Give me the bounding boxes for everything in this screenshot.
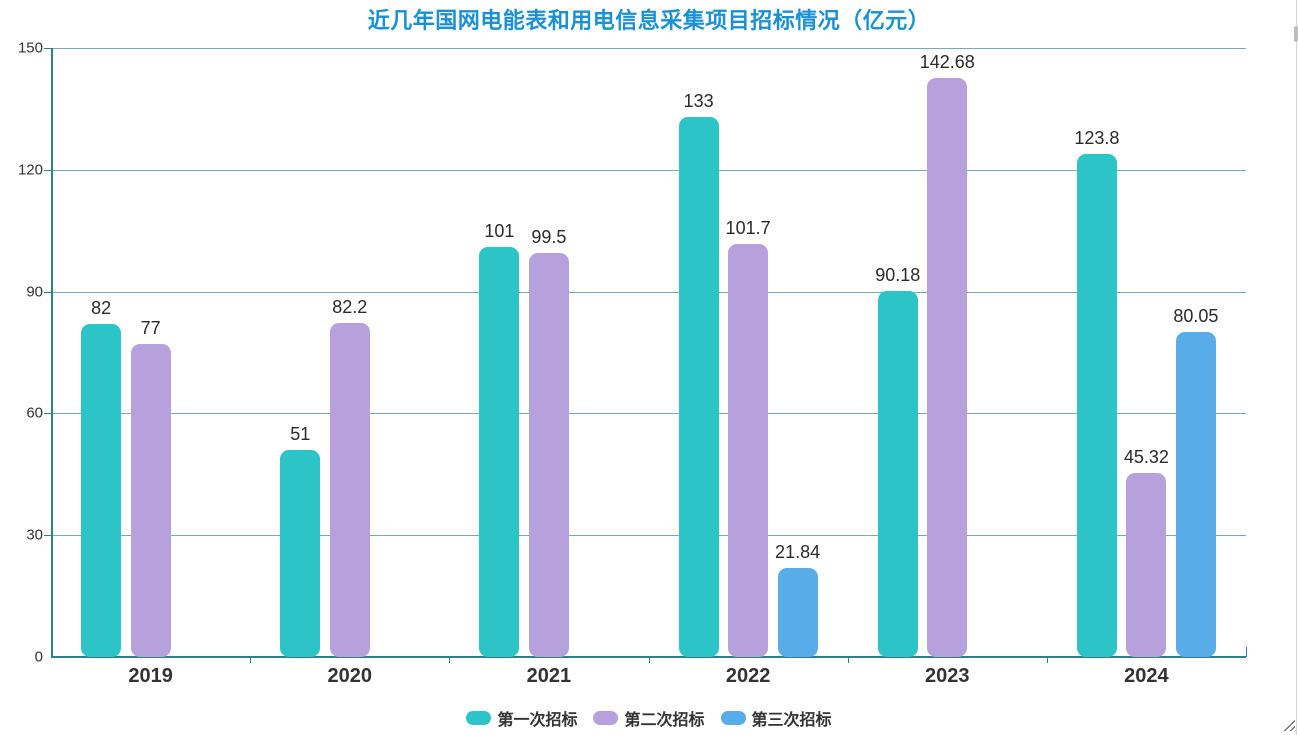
bar-value-label: 82.2 bbox=[332, 297, 368, 318]
legend-item-第一次招标[interactable]: 第一次招标 bbox=[466, 706, 577, 730]
legend-item-第二次招标[interactable]: 第二次招标 bbox=[593, 706, 705, 730]
x-axis-end-tick bbox=[1246, 647, 1247, 657]
bar-value-label: 80.05 bbox=[1173, 305, 1219, 326]
x-axis-tick bbox=[250, 657, 252, 663]
x-axis-label: 2021 bbox=[526, 665, 572, 687]
bar-第二次招标-2020[interactable] bbox=[329, 323, 370, 657]
bar-第一次招标-2022[interactable] bbox=[678, 117, 719, 657]
bar-第二次招标-2024[interactable] bbox=[1126, 473, 1167, 657]
x-axis-tick bbox=[847, 657, 849, 663]
y-axis-tick bbox=[44, 169, 51, 171]
x-axis-tick bbox=[1046, 657, 1048, 663]
bar-value-label: 123.8 bbox=[1074, 128, 1120, 149]
gridline bbox=[51, 48, 1246, 49]
legend-marker-icon bbox=[720, 711, 746, 725]
gridline bbox=[51, 169, 1246, 171]
bar-第二次招标-2023[interactable] bbox=[927, 77, 968, 657]
gridline bbox=[51, 291, 1246, 293]
legend-label: 第一次招标 bbox=[497, 712, 578, 729]
gridline bbox=[51, 413, 1246, 415]
bar-第一次招标-2019[interactable] bbox=[81, 324, 122, 657]
x-axis-label: 2023 bbox=[925, 665, 970, 687]
bar-value-label: 82 bbox=[91, 298, 112, 319]
x-axis-tick bbox=[648, 657, 650, 663]
y-axis-tick bbox=[44, 48, 51, 49]
bar-第二次招标-2022[interactable] bbox=[728, 244, 769, 657]
bar-value-label: 101.7 bbox=[725, 218, 771, 239]
bar-第一次招标-2021[interactable] bbox=[479, 246, 520, 657]
bar-第一次招标-2024[interactable] bbox=[1076, 154, 1117, 657]
y-axis-label: 60 bbox=[26, 404, 43, 422]
window-right-border bbox=[1296, 0, 1297, 735]
bar-value-label: 90.18 bbox=[875, 264, 921, 285]
bar-value-label: 142.68 bbox=[919, 51, 975, 72]
legend-marker-icon bbox=[466, 711, 492, 725]
legend-label: 第二次招标 bbox=[624, 712, 705, 729]
x-axis-label: 2019 bbox=[128, 665, 173, 687]
y-axis-label: 120 bbox=[17, 161, 43, 179]
x-axis-label: 2024 bbox=[1124, 665, 1169, 687]
scrollbar-thumb[interactable] bbox=[1294, 26, 1298, 42]
y-axis-tick bbox=[44, 413, 51, 415]
gridline bbox=[51, 535, 1246, 537]
y-axis-label: 150 bbox=[17, 39, 43, 57]
chart-title: 近几年国网电能表和用电信息采集项目招标情况（亿元） bbox=[367, 8, 931, 33]
bar-value-label: 77 bbox=[140, 318, 161, 339]
legend-item-第三次招标[interactable]: 第三次招标 bbox=[720, 706, 832, 730]
y-axis-line bbox=[51, 48, 53, 657]
legend-label: 第三次招标 bbox=[751, 712, 832, 729]
y-axis-label: 90 bbox=[26, 283, 43, 301]
bar-value-label: 51 bbox=[290, 423, 311, 444]
bar-第二次招标-2021[interactable] bbox=[528, 253, 569, 657]
y-axis-tick bbox=[44, 291, 51, 293]
bar-第二次招标-2019[interactable] bbox=[130, 344, 171, 657]
y-axis-tick bbox=[44, 535, 51, 537]
x-axis-tick bbox=[449, 657, 451, 663]
x-axis-label: 2022 bbox=[725, 665, 771, 687]
bar-第一次招标-2023[interactable] bbox=[877, 290, 918, 657]
bar-第三次招标-2022[interactable] bbox=[777, 568, 818, 657]
bar-第三次招标-2024[interactable] bbox=[1175, 331, 1216, 657]
bar-value-label: 99.5 bbox=[531, 227, 567, 248]
bar-value-label: 45.32 bbox=[1123, 447, 1169, 467]
legend: 第一次招标 第二次招标 第三次招标 bbox=[0, 706, 1298, 730]
bar-value-label: 21.84 bbox=[775, 542, 821, 563]
y-axis-label: 30 bbox=[26, 526, 43, 544]
x-axis-label: 2020 bbox=[327, 665, 373, 687]
bar-第一次招标-2020[interactable] bbox=[280, 449, 321, 657]
bar-value-label: 133 bbox=[683, 91, 714, 112]
legend-marker-icon bbox=[593, 711, 619, 725]
y-axis-label: 0 bbox=[34, 648, 43, 666]
bar-value-label: 101 bbox=[484, 220, 515, 241]
